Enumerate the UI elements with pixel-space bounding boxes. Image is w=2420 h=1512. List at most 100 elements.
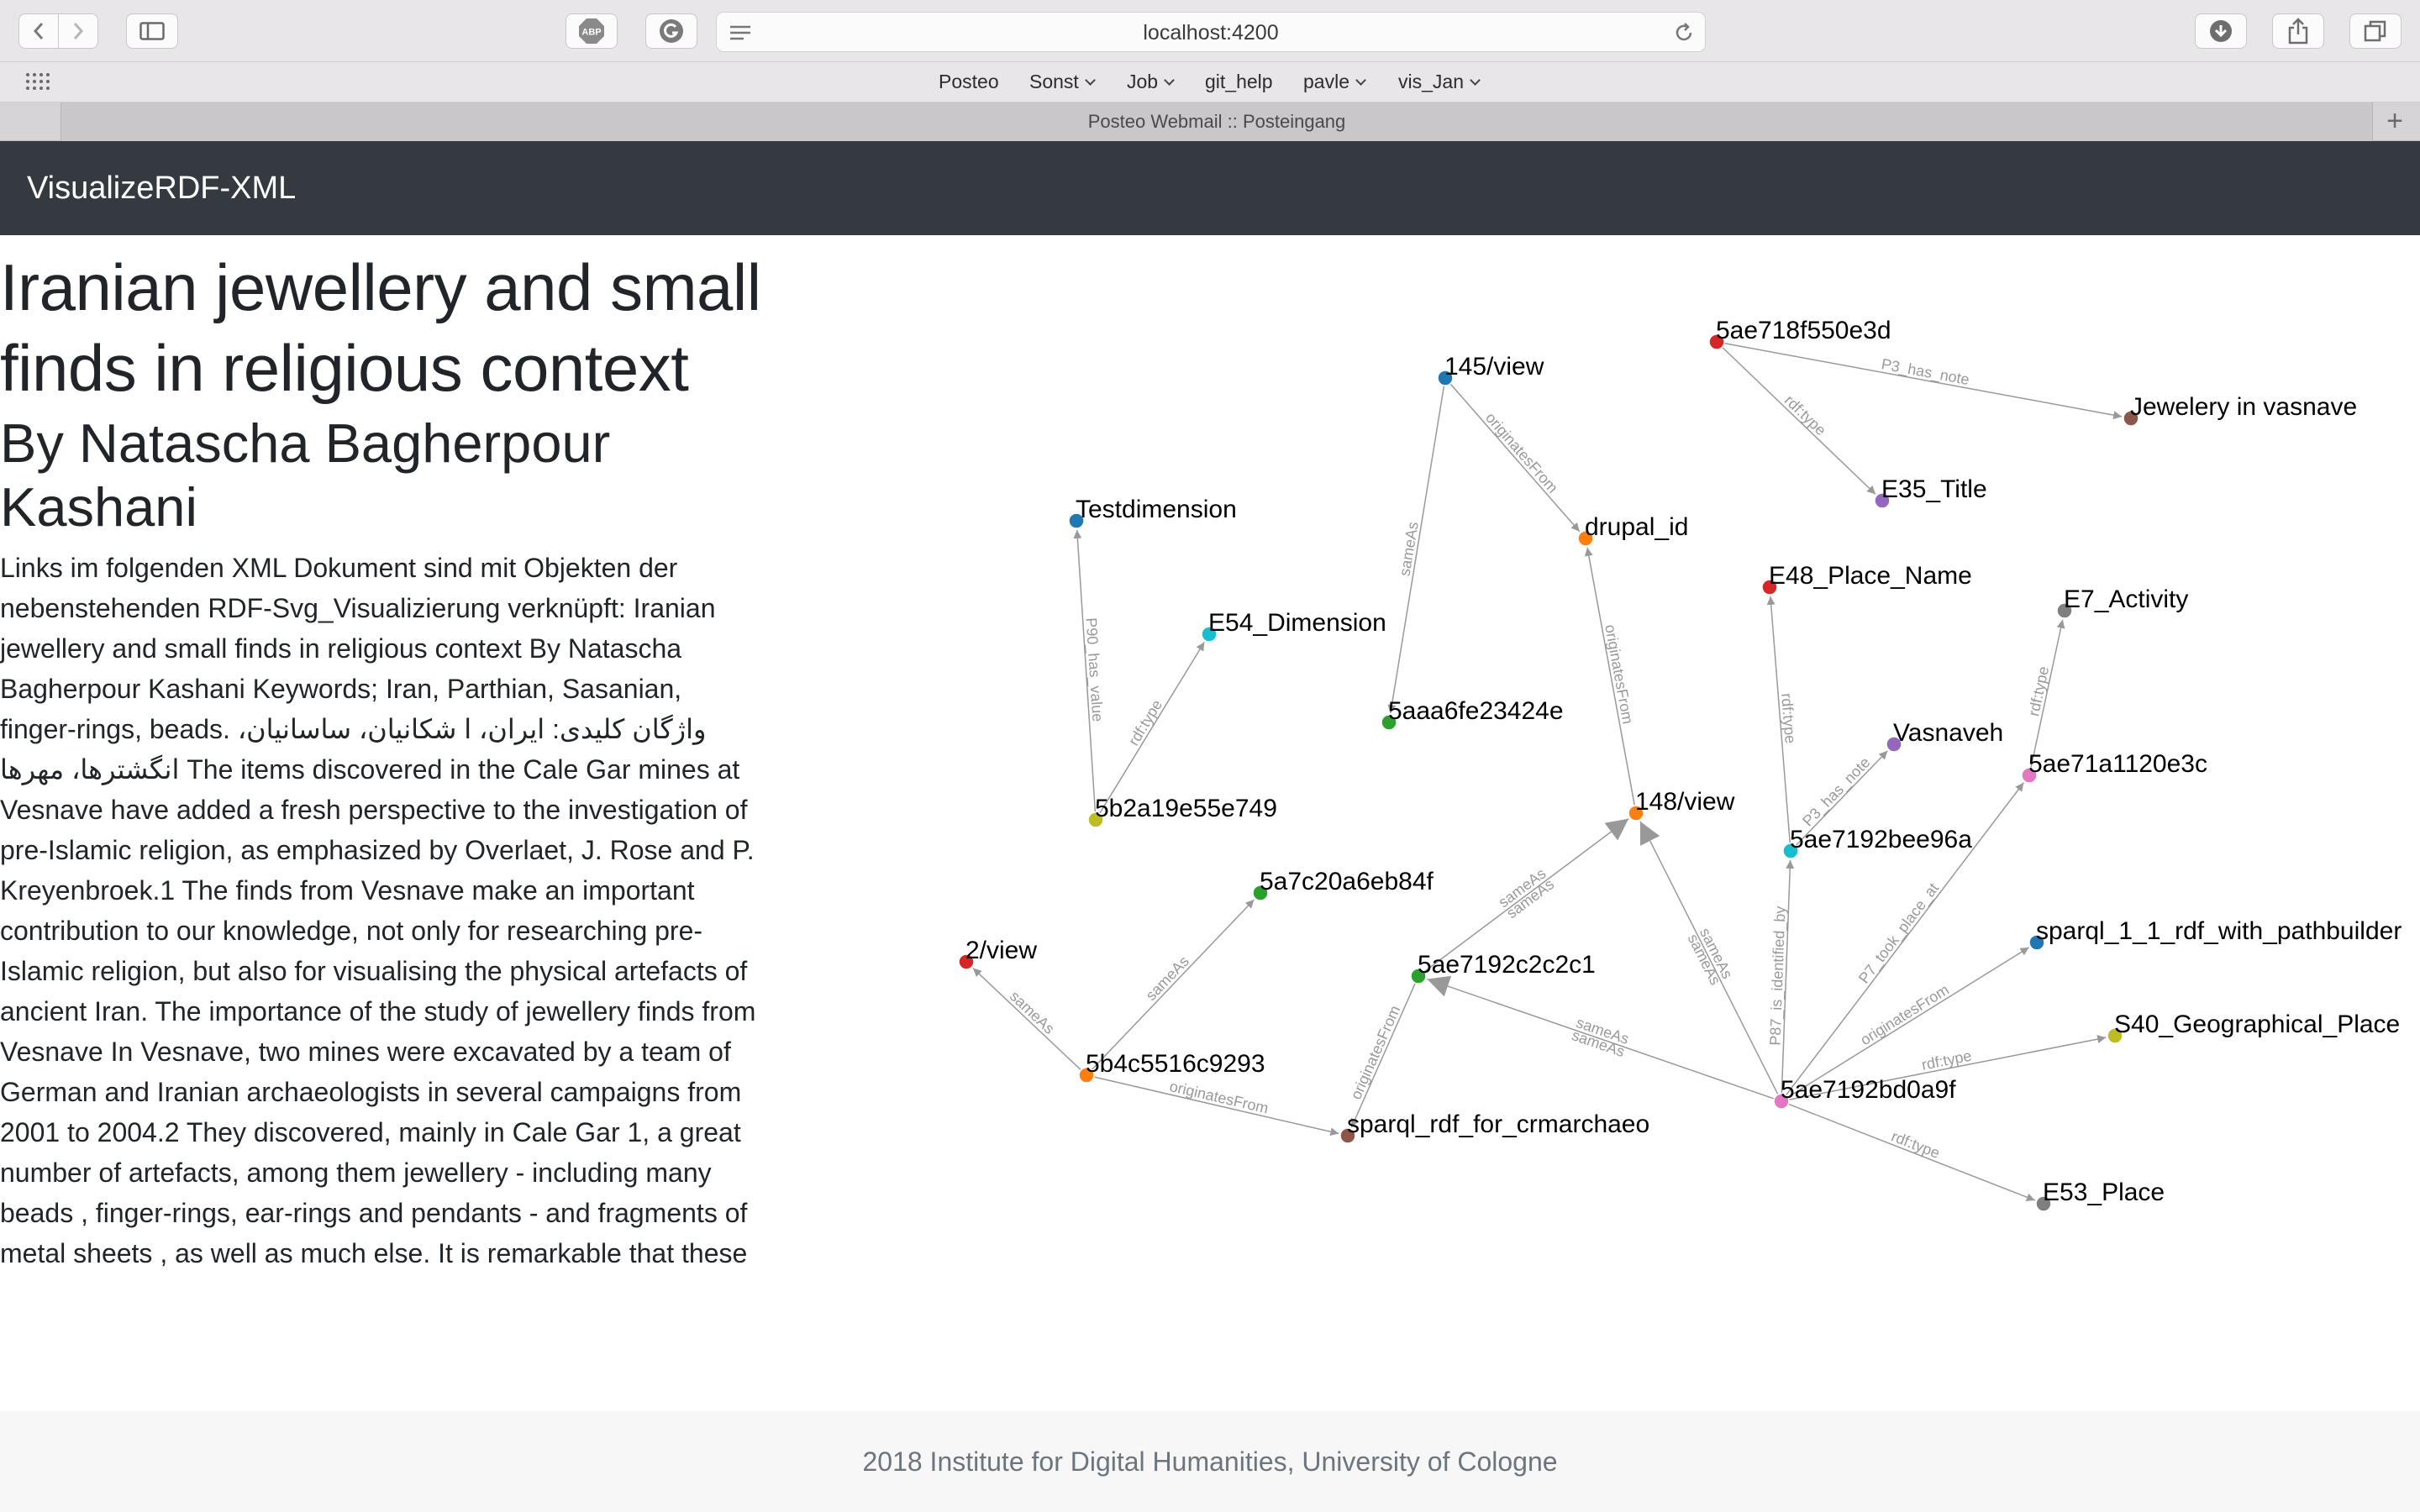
- graph-node[interactable]: Vasnaveh: [1886, 719, 2003, 753]
- graph-node[interactable]: 148/view: [1628, 788, 1735, 822]
- node-dot[interactable]: [1628, 805, 1644, 822]
- graph-node[interactable]: 5a7c20a6eb84f: [1252, 868, 1434, 901]
- node-dot[interactable]: [1252, 885, 1269, 901]
- graph-edge: [1639, 821, 1779, 1095]
- node-dot[interactable]: [1773, 1093, 1790, 1110]
- graph-node[interactable]: S40_Geographical_Place: [2107, 1011, 2400, 1044]
- node-dot[interactable]: [1874, 492, 1891, 509]
- edge-label: originatesFrom: [1347, 1003, 1403, 1102]
- graph-edge: [1449, 383, 1581, 533]
- reader-icon[interactable]: [729, 24, 752, 42]
- bookmark-job[interactable]: Job: [1127, 62, 1175, 101]
- edge-label: P7_took_place_at: [1855, 880, 1943, 987]
- node-dot[interactable]: [2123, 410, 2139, 427]
- node-label: drupal_id: [1585, 513, 1688, 541]
- graph-node[interactable]: E48_Place_Name: [1761, 562, 1972, 596]
- graph-node[interactable]: drupal_id: [1577, 513, 1688, 547]
- node-dot[interactable]: [1087, 811, 1104, 828]
- edge-label: sameAs: [1007, 988, 1058, 1037]
- node-dot[interactable]: [2107, 1027, 2123, 1044]
- node-dot[interactable]: [1708, 333, 1725, 350]
- node-dot[interactable]: [1782, 843, 1799, 859]
- edge-label: originatesFrom: [1482, 409, 1561, 496]
- node-dot[interactable]: [1381, 714, 1397, 731]
- node-dot[interactable]: [1410, 968, 1427, 984]
- node-dot[interactable]: [2035, 1195, 2052, 1212]
- node-dot[interactable]: [1437, 370, 1454, 386]
- node-dot[interactable]: [2056, 602, 2073, 619]
- graph-edge: [1723, 342, 2123, 420]
- sidebar-button[interactable]: [126, 13, 178, 49]
- graph-node[interactable]: 2/view: [958, 937, 1037, 970]
- share-button[interactable]: [2272, 13, 2324, 49]
- graph-node[interactable]: sparql_rdf_for_crmarchaeo: [1339, 1110, 1649, 1144]
- graph-node[interactable]: Testdimension: [1068, 496, 1237, 529]
- article-title: Iranian jewellery and small finds in rel…: [0, 250, 761, 405]
- graph-node[interactable]: 5ae7192c2c2c1: [1410, 951, 1596, 984]
- graph-node[interactable]: E54_Dimension: [1201, 609, 1386, 643]
- graph-node[interactable]: 5ae718f550e3d: [1708, 317, 1891, 350]
- graph-node[interactable]: Jewelery in vasnave: [2123, 393, 2357, 427]
- node-dot[interactable]: [1761, 579, 1778, 596]
- adblock-button[interactable]: ABP: [566, 13, 618, 49]
- node-label: 148/view: [1635, 788, 1735, 816]
- grammarly-icon: [660, 19, 683, 43]
- grid-icon[interactable]: [25, 72, 50, 91]
- share-icon: [2288, 18, 2308, 45]
- grammarly-button[interactable]: [645, 13, 697, 49]
- tabs-overview-button[interactable]: [2349, 13, 2402, 49]
- node-label: 5ae7192bee96a: [1790, 826, 1972, 853]
- node-dot[interactable]: [2028, 934, 2045, 951]
- graph-edge: [1093, 1076, 1339, 1137]
- graph-node[interactable]: sparql_1_1_rdf_with_pathbuilder: [2028, 917, 2402, 951]
- chevron-down-icon: [1470, 75, 1481, 86]
- footer-text: 2018 Institute for Digital Humanities, U…: [862, 1446, 1558, 1477]
- graph-node[interactable]: 5aaa6fe23424e: [1381, 697, 1564, 731]
- edge-label: rdf:type: [1125, 696, 1165, 748]
- graph-node[interactable]: 5b4c5516c9293: [1078, 1050, 1265, 1084]
- edge-label: rdf:type: [1778, 692, 1799, 743]
- graph-node[interactable]: 5ae7192bd0a9f: [1773, 1076, 1956, 1110]
- new-tab-button[interactable]: +: [2386, 105, 2403, 137]
- edge-label: originatesFrom: [1857, 981, 1951, 1048]
- node-dot[interactable]: [2021, 767, 2038, 784]
- downloads-button[interactable]: [2195, 13, 2247, 49]
- graph-node[interactable]: 5ae71a1120e3c: [2021, 750, 2207, 784]
- tab-posteo-webmail[interactable]: Posteo Webmail :: Posteingang: [60, 102, 2373, 141]
- bookmark-sonst[interactable]: Sonst: [1029, 62, 1096, 101]
- graph-node[interactable]: E35_Title: [1874, 475, 1987, 509]
- forward-button[interactable]: [58, 13, 98, 49]
- graph-edge: [1795, 750, 1888, 847]
- node-dot[interactable]: [1068, 512, 1085, 529]
- graph-node[interactable]: E53_Place: [2035, 1179, 2165, 1212]
- graph-edge: [1787, 947, 2030, 1098]
- bookmark-git-help[interactable]: git_help: [1205, 71, 1273, 92]
- node-dot[interactable]: [958, 953, 975, 970]
- graph-edge: [1785, 782, 2024, 1096]
- graph-edge: [1788, 1035, 2107, 1101]
- node-dot[interactable]: [1201, 626, 1218, 643]
- node-dot[interactable]: [1886, 736, 1902, 753]
- node-label: 5aaa6fe23424e: [1388, 697, 1564, 725]
- bookmark-vis-jan[interactable]: vis_Jan: [1398, 62, 1481, 101]
- graph-edge: [1584, 547, 1636, 806]
- graph-node[interactable]: 5b2a19e55e749: [1087, 795, 1277, 828]
- node-dot[interactable]: [1078, 1067, 1095, 1084]
- rdf-graph[interactable]: P3_has_noterdf:typeoriginatesFromsameAsP…: [765, 235, 2420, 1411]
- edge-label: originatesFrom: [1602, 623, 1636, 726]
- graph-node[interactable]: E7_Activity: [2056, 585, 2188, 619]
- bookmark-posteo[interactable]: Posteo: [939, 71, 999, 92]
- graph-node[interactable]: 5ae7192bee96a: [1782, 826, 1972, 859]
- node-dot[interactable]: [1339, 1127, 1356, 1144]
- reload-icon[interactable]: [1673, 22, 1695, 44]
- back-button[interactable]: [18, 13, 59, 49]
- node-label: E35_Title: [1881, 475, 1987, 503]
- bookmark-pavle[interactable]: pavle: [1303, 62, 1366, 101]
- address-bar[interactable]: localhost:4200: [716, 12, 1706, 52]
- article-author: By Natascha Bagherpour Kashani: [0, 412, 611, 538]
- node-dot[interactable]: [1577, 530, 1594, 547]
- node-label: Jewelery in vasnave: [2130, 393, 2357, 421]
- graph-node[interactable]: 145/view: [1437, 353, 1544, 386]
- app-brand[interactable]: VisualizeRDF-XML: [27, 171, 297, 206]
- graph-edge: [1387, 385, 1445, 714]
